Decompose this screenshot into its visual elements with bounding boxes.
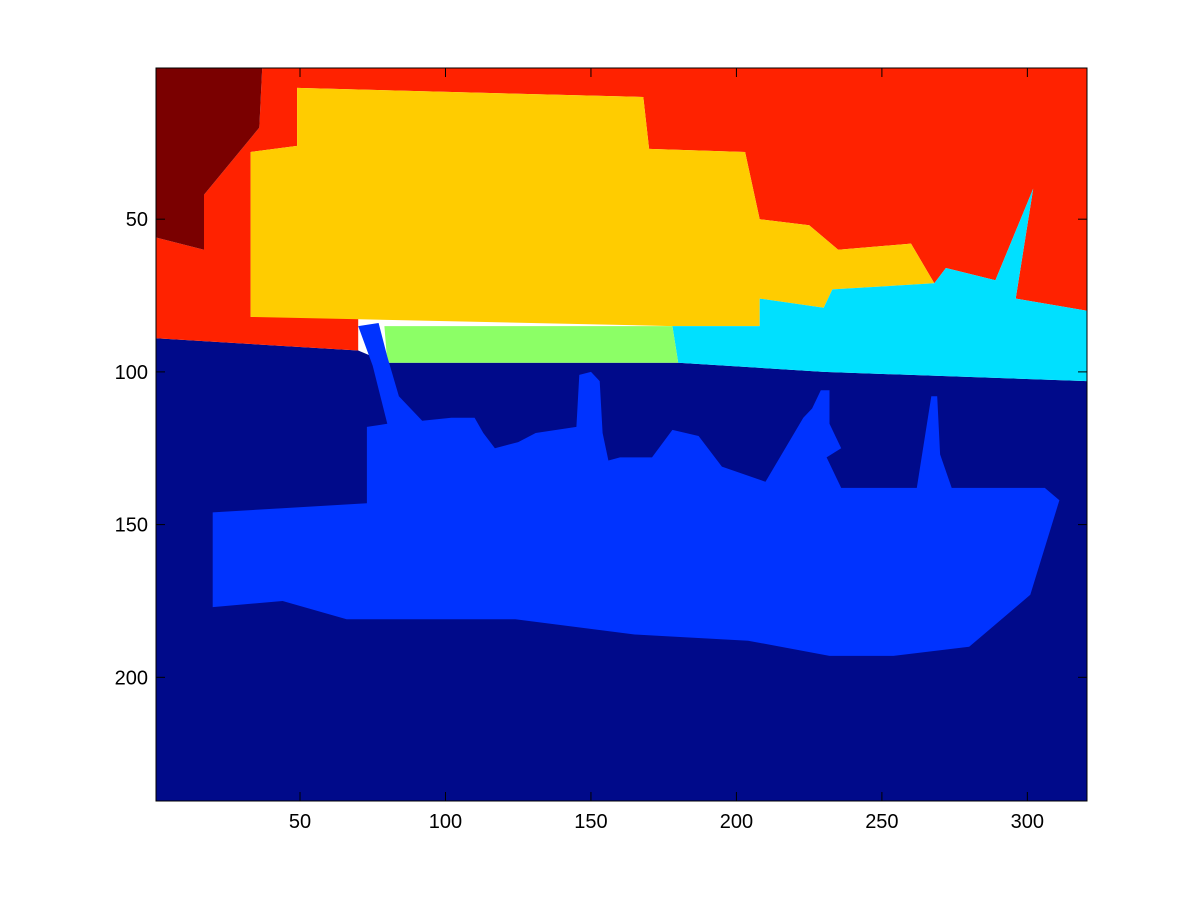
y-tick-label: 100 [115, 362, 148, 384]
region-corner-dark-red [156, 68, 263, 250]
region-green-region [384, 326, 679, 363]
x-tick-label: 150 [574, 811, 607, 833]
x-tick-label: 100 [429, 811, 462, 833]
region-yellow-region [250, 87, 935, 327]
axes-frame [155, 67, 1088, 802]
y-tick-label: 150 [115, 515, 148, 537]
axis-ticks: 50 100 150 200 250 300 50 100 150 200 [115, 68, 1087, 833]
y-tick-label: 50 [126, 209, 148, 231]
x-tick-label: 50 [289, 811, 311, 833]
segmentation-regions [156, 68, 1087, 801]
region-sky-red [156, 68, 1087, 351]
region-boat-blue [212, 323, 1060, 656]
y-tick-label: 200 [115, 667, 148, 689]
x-tick-label: 200 [720, 811, 753, 833]
x-tick-label: 250 [865, 811, 898, 833]
x-tick-label: 300 [1011, 811, 1044, 833]
region-cyan-region [672, 188, 1087, 382]
